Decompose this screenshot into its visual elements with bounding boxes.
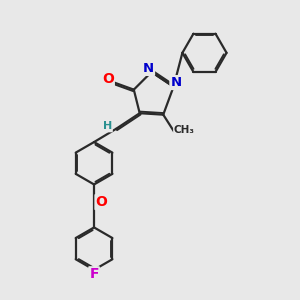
Text: N: N (143, 62, 154, 75)
Text: CH₃: CH₃ (174, 125, 195, 135)
Text: O: O (95, 195, 107, 209)
Text: O: O (102, 72, 114, 86)
Text: H: H (103, 122, 112, 131)
Text: F: F (89, 267, 99, 281)
Text: N: N (170, 76, 182, 89)
